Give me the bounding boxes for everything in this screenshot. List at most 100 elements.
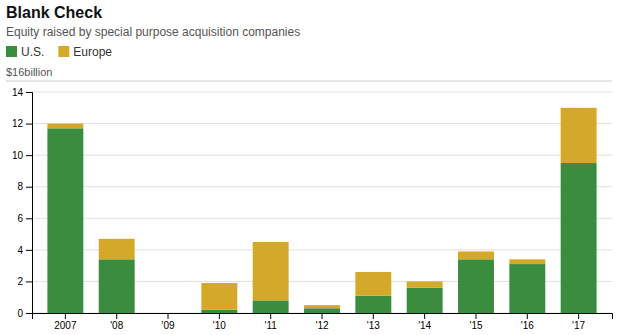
plot: 0 2 4 6 8 10 12 14 2007 '08 '09 '10 '11 '12 '13 '14 '15 '…	[12, 87, 613, 331]
chart: Blank Check Equity raised by special purp…	[0, 0, 626, 335]
x-tick: '17	[572, 313, 585, 331]
separator	[6, 81, 612, 82]
bar	[201, 310, 237, 313]
bar	[458, 259, 494, 313]
y-tick: 0	[17, 308, 32, 319]
x-tick-mark	[168, 313, 169, 319]
x-tick-mark	[527, 313, 528, 319]
bar	[253, 300, 289, 313]
bar	[509, 264, 545, 313]
bars	[47, 108, 596, 313]
bar	[201, 283, 237, 310]
legend-label: Europe	[73, 45, 112, 59]
y-tick-mark	[26, 218, 32, 219]
x-tick-mark	[424, 313, 425, 319]
x-tick: '09	[161, 313, 174, 331]
x-tick: '16	[521, 313, 534, 331]
x-axis-line	[33, 314, 613, 320]
x-tick-label: '08	[110, 320, 123, 331]
x-tick-label: '10	[213, 320, 226, 331]
x-tick: '15	[469, 313, 482, 331]
grid-line	[32, 218, 612, 219]
x-tick-label: '17	[572, 320, 585, 331]
bar	[509, 259, 545, 264]
x-tick-mark	[219, 313, 220, 319]
grid-line	[32, 92, 612, 93]
bar	[99, 239, 135, 260]
y-tick-label: 14	[12, 87, 24, 98]
x-tick-label: '16	[521, 320, 534, 331]
y-tick-label: 0	[17, 308, 23, 319]
bar	[355, 296, 391, 313]
x-tick: '14	[418, 313, 431, 331]
y-tick-mark	[26, 155, 32, 156]
x-tick: '12	[315, 313, 328, 331]
y-tick: 8	[17, 181, 32, 192]
y-axis-line	[26, 93, 33, 314]
legend-swatch	[6, 46, 17, 57]
legend-label: U.S.	[21, 45, 44, 59]
y-tick-mark	[26, 187, 32, 188]
x-tick-label: 2007	[54, 320, 77, 331]
y-tick-mark	[26, 281, 32, 282]
bar	[47, 124, 83, 129]
bar	[407, 281, 443, 287]
x-tick: '08	[110, 313, 123, 331]
bar	[458, 251, 494, 259]
bar	[407, 288, 443, 313]
y-tick: 6	[17, 213, 32, 224]
y-tick-mark	[26, 124, 32, 125]
x-tick-mark	[322, 313, 323, 319]
grid-line	[32, 155, 612, 156]
y-tick: 12	[12, 118, 32, 129]
grid-line	[32, 123, 612, 124]
x-tick-label: '14	[418, 320, 431, 331]
x-tick-mark	[65, 313, 66, 319]
x-axis: 2007 '08 '09 '10 '11 '12 '13 '14 '15 '16 '17	[33, 313, 613, 331]
grid-line	[32, 186, 612, 187]
x-tick-label: '09	[161, 320, 174, 331]
subtitle: Equity raised by special purpose acquisi…	[6, 25, 300, 39]
bar	[150, 313, 186, 314]
x-tick: '10	[213, 313, 226, 331]
x-tick: '13	[367, 313, 380, 331]
y-tick-label: 8	[17, 181, 23, 192]
x-tick: 2007	[54, 313, 77, 331]
bar	[150, 313, 186, 314]
y-axis: 0 2 4 6 8 10 12 14	[12, 87, 33, 319]
x-tick: '11	[265, 313, 278, 331]
series	[47, 108, 596, 310]
x-tick-label: '13	[367, 320, 380, 331]
grid	[32, 92, 612, 313]
y-tick-mark	[26, 92, 32, 93]
x-tick-mark	[373, 313, 374, 319]
x-tick-mark	[578, 313, 579, 319]
y-tick: 10	[12, 150, 32, 161]
bar	[304, 308, 340, 313]
x-tick-mark	[270, 313, 271, 319]
x-tick-mark	[116, 313, 117, 319]
x-tick-label: '11	[265, 320, 278, 331]
y-tick-mark	[26, 250, 32, 251]
legend-swatch	[58, 46, 69, 57]
bar	[253, 242, 289, 300]
y-tick-label: 6	[17, 213, 23, 224]
x-tick-label: '12	[315, 320, 328, 331]
legend: U.S. Europe	[6, 45, 112, 59]
legend-item: Europe	[58, 45, 112, 59]
bar	[99, 259, 135, 313]
x-tick-mark	[475, 313, 476, 319]
bar	[561, 163, 597, 313]
x-tick-label: '15	[469, 320, 482, 331]
y-tick-label: 4	[17, 245, 23, 256]
bar	[561, 108, 597, 163]
title: Blank Check	[6, 4, 102, 21]
y-tick-label: 2	[17, 276, 23, 287]
bar	[47, 128, 83, 313]
bar	[355, 272, 391, 296]
y-tick-label: 10	[12, 150, 24, 161]
series	[47, 128, 596, 313]
y-tick-label: 12	[12, 118, 24, 129]
y-tick: 2	[17, 276, 32, 287]
legend-item: U.S.	[6, 45, 44, 59]
